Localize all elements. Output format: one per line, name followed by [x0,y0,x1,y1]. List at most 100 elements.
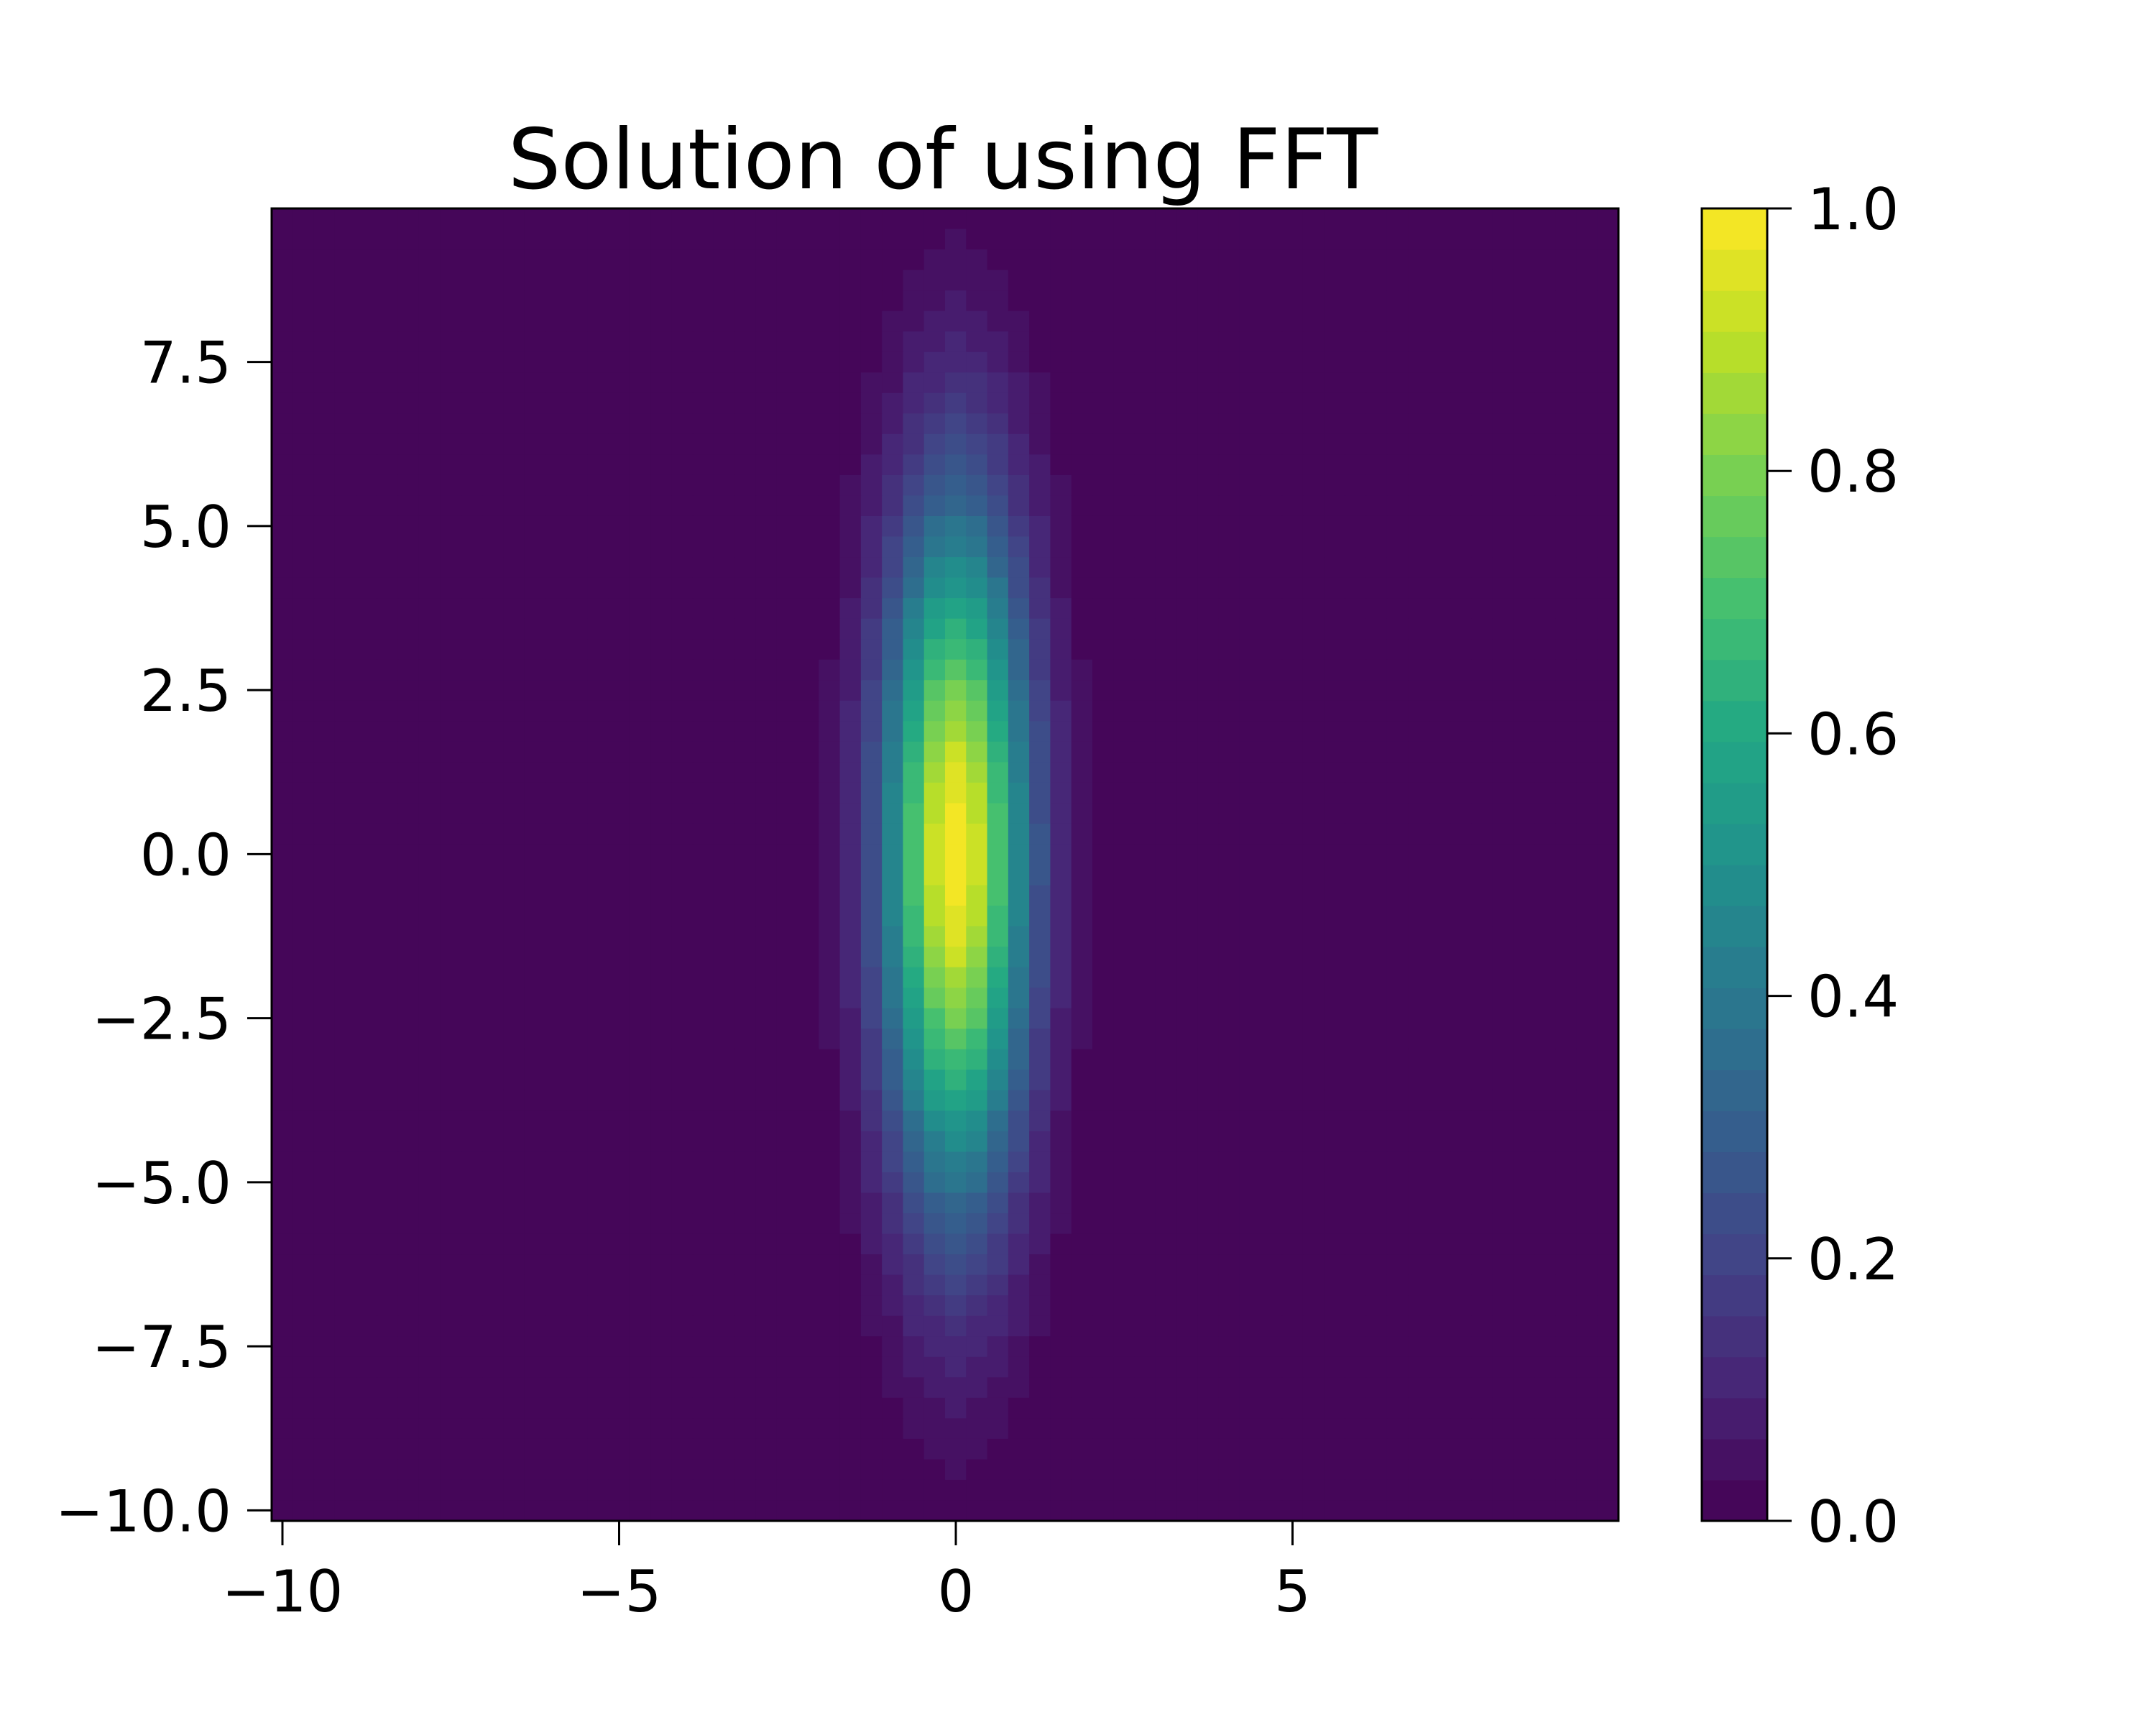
heatmap-cell [1281,1295,1304,1317]
heatmap-cell [1324,1192,1345,1214]
heatmap-cell [819,1397,841,1419]
heatmap-cell [1050,1418,1072,1440]
heatmap-cell [923,1479,946,1501]
heatmap-cell [1513,1438,1535,1460]
heatmap-cell [1386,967,1409,988]
heatmap-cell [1261,229,1283,250]
heatmap-cell [1576,413,1598,435]
heatmap-cell [1386,988,1409,1009]
heatmap-cell [734,229,757,250]
heatmap-cell [272,1397,293,1419]
heatmap-cell [272,433,293,455]
heatmap-cell [1071,1418,1093,1440]
heatmap-cell [1092,844,1114,865]
heatmap-cell [1218,454,1240,476]
heatmap-cell [418,1131,441,1153]
heatmap-cell [1239,598,1261,620]
heatmap-cell [1261,1295,1283,1317]
heatmap-cell [1534,331,1556,353]
heatmap-cell [1408,700,1430,722]
heatmap-cell [1386,270,1409,291]
heatmap-cell [418,270,441,291]
heatmap-cell [966,270,988,291]
heatmap-cell [1345,474,1367,497]
heatmap-cell [482,885,504,906]
heatmap-cell [987,1192,1009,1214]
heatmap-cell [1408,1377,1430,1399]
heatmap-cell [860,1008,883,1029]
heatmap-cell [798,1172,819,1194]
heatmap-cell [776,680,798,702]
heatmap-cell [755,392,778,414]
heatmap-cell [966,433,988,455]
heatmap-cell [1365,782,1388,804]
heatmap-cell [1050,1049,1072,1070]
heatmap-cell [1239,1110,1261,1132]
heatmap-cell [1345,1131,1367,1153]
heatmap-cell [377,906,399,927]
heatmap-cell [1386,1254,1409,1276]
heatmap-cell [566,495,588,517]
heatmap-cell [819,906,841,927]
heatmap-cell [987,270,1009,291]
heatmap-cell [650,967,672,988]
heatmap-cell [945,906,967,927]
heatmap-cell [1050,515,1072,538]
heatmap-cell [755,557,778,579]
heatmap-cell [482,392,504,414]
heatmap-cell [860,741,883,763]
heatmap-cell [566,1110,588,1132]
heatmap-cell [1113,1438,1135,1460]
heatmap-cell [1239,413,1261,435]
heatmap-cell [1450,947,1472,968]
heatmap-cell [482,782,504,804]
heatmap-cell [692,413,714,435]
heatmap-cell [776,1254,798,1276]
heatmap-cell [1092,1315,1114,1337]
heatmap-cell [418,1151,441,1173]
heatmap-cell [1386,865,1409,886]
heatmap-cell [819,392,841,414]
heatmap-cell [1239,1233,1261,1255]
heatmap-cell [292,1315,315,1337]
heatmap-cell [629,1274,651,1296]
heatmap-cell [819,577,841,599]
heatmap-cell [860,1397,883,1419]
heatmap-cell [356,1500,378,1522]
heatmap-cell [1513,1254,1535,1276]
heatmap-cell [292,536,315,558]
heatmap-cell [1134,577,1156,599]
heatmap-cell [1113,433,1135,455]
heatmap-cell [356,1254,378,1276]
heatmap-cell [1176,988,1198,1009]
heatmap-cell [1218,700,1240,722]
heatmap-cell [945,495,967,517]
heatmap-cell [945,1397,967,1419]
heatmap-cell [945,1418,967,1440]
heatmap-cell [1197,515,1220,538]
heatmap-cell [377,515,399,538]
heatmap-cell [356,1315,378,1337]
heatmap-cell [1555,659,1577,681]
heatmap-cell [272,1172,293,1194]
heatmap-cell [1281,495,1304,517]
heatmap-cell [587,1479,609,1501]
heatmap-cell [587,1151,609,1173]
heatmap-cell [1492,1110,1514,1132]
heatmap-cell [1113,1336,1135,1358]
heatmap-cell [839,577,862,599]
heatmap-cell [987,1172,1009,1194]
heatmap-cell [798,967,819,988]
heatmap-cell [903,1029,925,1050]
heatmap-cell [1050,618,1072,640]
heatmap-cell [923,700,946,722]
heatmap-cell [1555,618,1577,640]
heatmap-cell [1134,639,1156,661]
heatmap-cell [1134,557,1156,579]
heatmap-cell [671,988,694,1009]
heatmap-cell [1576,1151,1598,1173]
heatmap-cell [1281,1049,1304,1070]
heatmap-cell [1492,1479,1514,1501]
heatmap-cell [987,515,1009,538]
heatmap-cell [882,659,904,681]
